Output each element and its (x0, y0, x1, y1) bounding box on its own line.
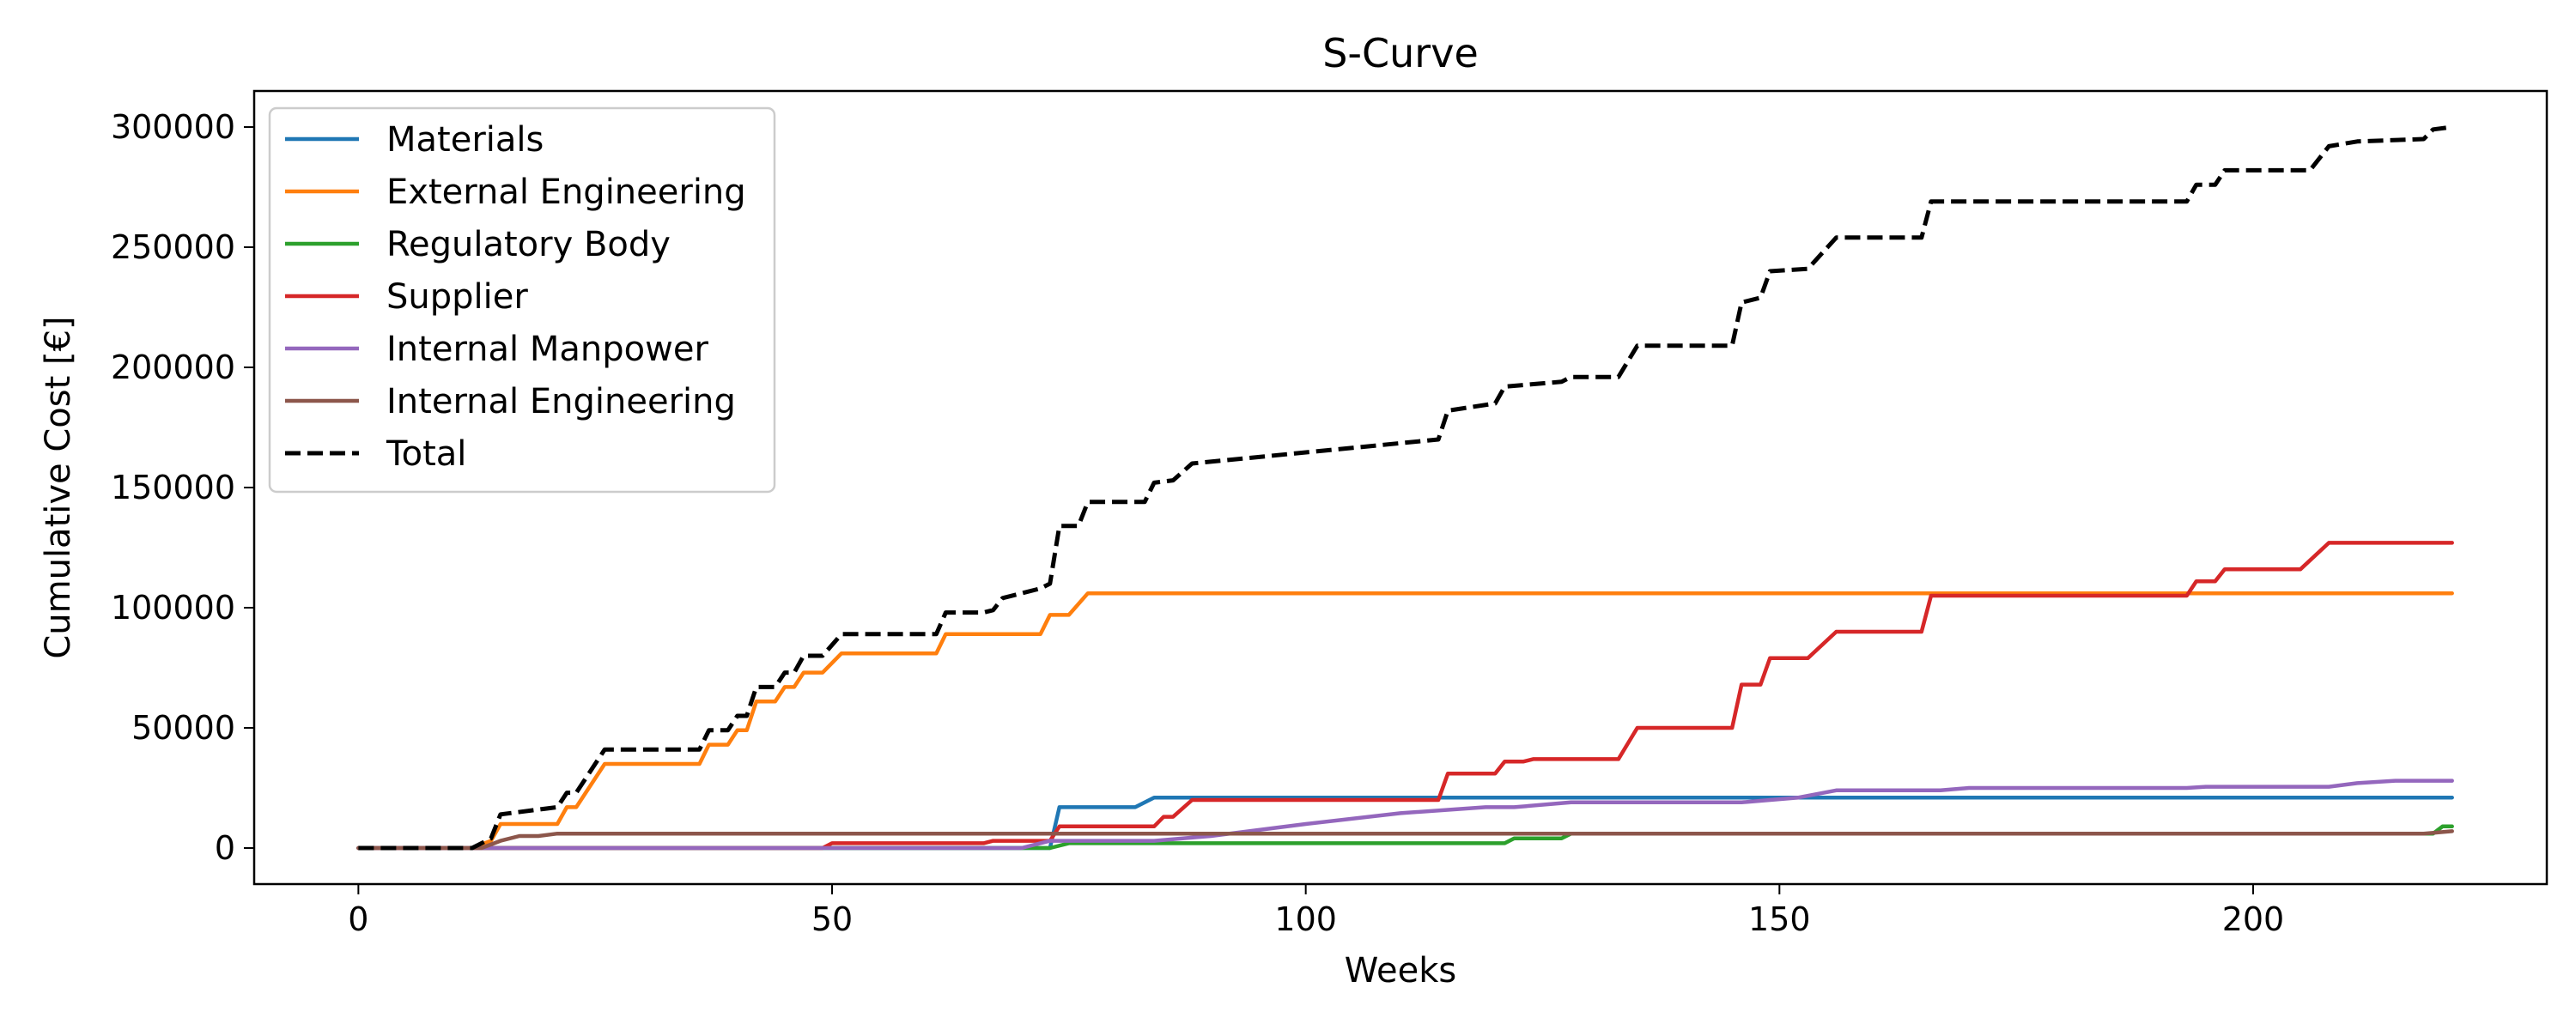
x-tick-label: 50 (811, 900, 853, 938)
chart-title: S-Curve (1322, 30, 1479, 76)
y-tick-label: 0 (215, 829, 235, 867)
y-tick-label: 50000 (131, 709, 235, 747)
x-tick-label: 200 (2222, 900, 2285, 938)
series-line-regulatory-body (356, 824, 2454, 851)
series-line-internal-manpower (356, 779, 2454, 851)
y-tick-label: 300000 (111, 108, 235, 146)
legend-entry-label: Regulatory Body (386, 225, 671, 264)
legend-entry-label: Internal Manpower (386, 330, 708, 369)
legend: Materials External Engineering Regulatory … (268, 106, 776, 494)
legend-entry-label: External Engineering (386, 173, 746, 212)
legend-entry-label: Supplier (386, 277, 528, 317)
legend-box (268, 106, 776, 494)
series-line-supplier (356, 541, 2454, 851)
series-line-external-engineering (356, 591, 2454, 851)
y-axis-label: Cumulative Cost [€] (39, 316, 78, 658)
y-tick-label: 250000 (111, 228, 235, 266)
y-tick-label: 150000 (111, 469, 235, 506)
y-tick-label: 200000 (111, 348, 235, 386)
x-axis-label: Weeks (1345, 951, 1456, 991)
plot-frame (252, 89, 2549, 886)
x-tick-label: 0 (348, 900, 368, 938)
x-tick-label: 150 (1748, 900, 1811, 938)
axes: 0 50 100 150 200 0 50000 100000 150000 200000 2500… (111, 108, 2284, 938)
legend-entry-label: Total (386, 434, 466, 474)
series-line-total (358, 124, 2453, 851)
y-tick-label: 100000 (111, 589, 235, 627)
series-line-internal-engineering (356, 829, 2454, 851)
x-tick-label: 100 (1274, 900, 1337, 938)
series-lines (356, 124, 2454, 851)
legend-entry-label: Internal Engineering (386, 382, 736, 421)
legend-entry-label: Materials (386, 120, 544, 160)
series-line-materials (356, 795, 2454, 851)
